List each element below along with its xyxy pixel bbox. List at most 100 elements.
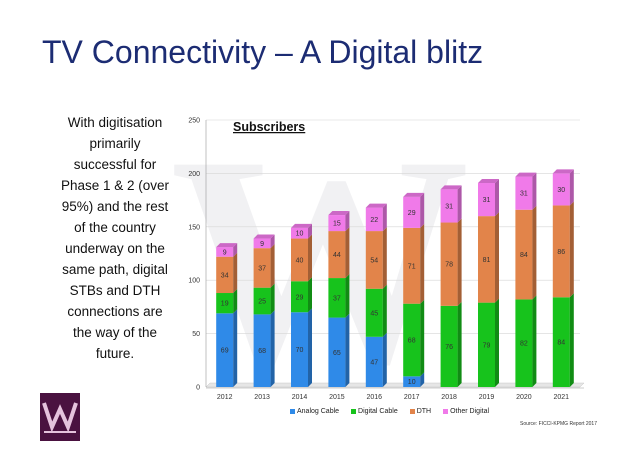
- bar-segment-side: [457, 301, 462, 387]
- bar-segment: [515, 209, 533, 300]
- bar-segment-side: [420, 299, 425, 377]
- data-label: 31: [483, 197, 491, 204]
- x-tick-label: 2019: [479, 394, 495, 401]
- source-note: Source: FICCI-KPMG Report 2017: [520, 421, 597, 427]
- bar-segment-side: [233, 289, 238, 314]
- data-label: 45: [370, 310, 378, 317]
- data-label: 84: [557, 340, 565, 347]
- legend-item-analog: Analog Cable: [290, 408, 339, 415]
- bar-segment: [291, 312, 308, 387]
- bar-segment: [365, 207, 383, 232]
- bar-top: [365, 203, 387, 208]
- legend-swatch: [351, 409, 357, 414]
- bar-top: [291, 223, 312, 228]
- bar-segment: [552, 173, 570, 206]
- company-logo: [40, 393, 80, 441]
- bar-segment: [478, 183, 495, 217]
- bar-segment-side: [270, 244, 275, 288]
- data-label: 29: [296, 294, 304, 301]
- data-label: 15: [333, 221, 341, 228]
- bar-segment-side: [382, 203, 387, 232]
- bar-top: [478, 179, 499, 184]
- data-label: 30: [557, 187, 565, 194]
- bar-segment: [365, 336, 383, 387]
- bar-segment: [403, 303, 421, 377]
- bar-segment: [291, 238, 308, 282]
- y-tick-label: 100: [188, 278, 200, 285]
- bar-top: [440, 185, 462, 190]
- bar-segment: [365, 288, 383, 337]
- bar-segment-side: [532, 295, 537, 387]
- bar-segment-side: [495, 298, 499, 387]
- legend-label: Other Digital: [450, 408, 490, 415]
- bar-segment-side: [270, 283, 275, 315]
- bar-top: [253, 234, 275, 239]
- data-label: 81: [483, 257, 491, 264]
- legend-label: Digital Cable: [358, 408, 398, 415]
- bar-segment-side: [532, 172, 537, 210]
- x-tick-label: 2014: [292, 394, 308, 401]
- bar-segment-side: [495, 212, 499, 303]
- x-tick-label: 2020: [516, 394, 532, 401]
- chart-title: Subscribers: [233, 120, 305, 134]
- data-label: 79: [483, 342, 491, 349]
- legend-label: DTH: [416, 408, 432, 415]
- data-label: 37: [333, 295, 341, 302]
- bar-segment: [216, 256, 234, 294]
- legend-swatch: [290, 409, 295, 414]
- bar-segment-side: [308, 308, 312, 387]
- bar-segment-side: [345, 211, 350, 232]
- data-label: 44: [333, 252, 341, 259]
- bar-top: [328, 211, 350, 216]
- data-label: 25: [258, 299, 266, 306]
- bar-segment: [253, 238, 271, 249]
- bar-segment-side: [233, 243, 238, 257]
- bar-top: [216, 243, 238, 248]
- bar-segment-side: [495, 179, 499, 217]
- bar-segment-side: [308, 223, 312, 239]
- x-tick-label: 2015: [329, 394, 345, 401]
- bar-top: [552, 169, 574, 174]
- bar-segment: [440, 189, 458, 223]
- bar-segment-side: [457, 218, 462, 306]
- data-label: 19: [221, 301, 229, 308]
- legend-item-digital-cable: Digital Cable: [351, 408, 398, 415]
- y-tick-label: 50: [192, 331, 200, 338]
- bar-segment: [291, 227, 308, 239]
- bar-segment-side: [569, 201, 574, 298]
- bar-segment-side: [382, 227, 387, 289]
- description-text: With digitisation primarily successful f…: [60, 115, 170, 361]
- bar-segment: [403, 227, 421, 304]
- bar-segment: [515, 176, 533, 210]
- bar-segment: [552, 205, 570, 298]
- data-label: 31: [520, 191, 528, 198]
- bar-segment: [478, 302, 495, 387]
- x-tick-label: 2016: [367, 394, 383, 401]
- bar-segment: [440, 305, 458, 387]
- bar-segment: [440, 222, 458, 306]
- data-label: 84: [520, 252, 528, 259]
- data-label: 76: [445, 344, 453, 351]
- bar-segment: [253, 248, 271, 288]
- data-label: 86: [557, 249, 565, 256]
- legend-item-dth: DTH: [409, 408, 432, 415]
- bar-segment-side: [382, 284, 387, 337]
- data-label: 78: [445, 262, 453, 269]
- bar-top: [403, 192, 425, 197]
- bar-segment: [216, 293, 234, 314]
- chart-legend: Analog Cable Digital Cable DTH Other Dig…: [290, 408, 489, 415]
- x-tick-label: 2012: [217, 394, 233, 401]
- bar-segment: [403, 376, 421, 387]
- bar-segment-side: [457, 185, 462, 223]
- data-label: 65: [333, 350, 341, 357]
- y-tick-label: 200: [188, 171, 200, 178]
- data-label: 37: [258, 265, 266, 272]
- bar-segment: [515, 299, 533, 387]
- x-tick-label: 2021: [554, 394, 570, 401]
- bar-segment-side: [569, 169, 574, 206]
- bar-segment-side: [420, 372, 425, 387]
- data-label: 22: [370, 217, 378, 224]
- bar-segment: [328, 215, 346, 232]
- data-label: 69: [221, 348, 229, 355]
